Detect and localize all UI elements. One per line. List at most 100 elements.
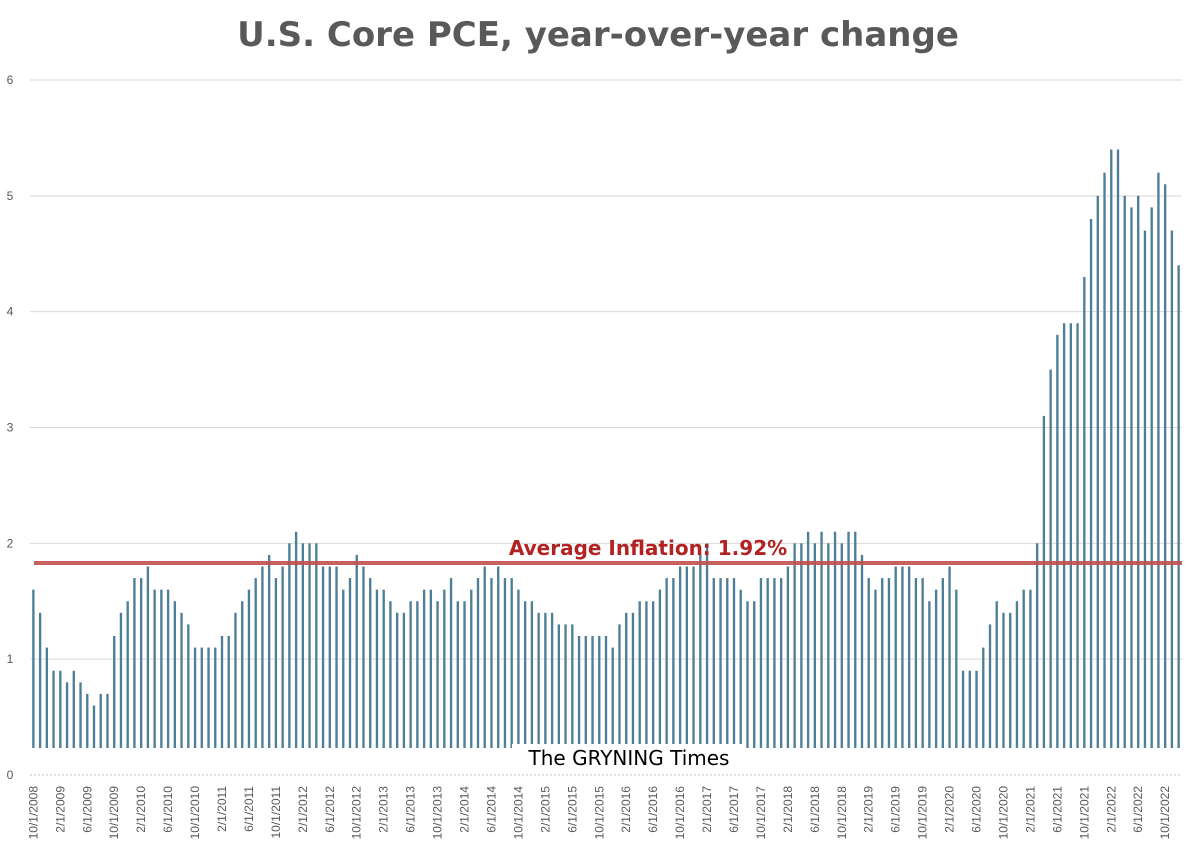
bar (874, 589, 877, 748)
bar (375, 589, 379, 748)
x-tick-label: 2/1/2013 (377, 786, 391, 833)
bar (746, 601, 749, 748)
y-tick-label: 5 (7, 189, 14, 203)
bar (92, 705, 96, 748)
bar (308, 543, 311, 748)
bar (99, 693, 102, 748)
bar (1157, 172, 1160, 748)
x-tick-label: 10/1/2012 (350, 786, 364, 840)
bar (395, 612, 399, 748)
bar (463, 601, 466, 748)
bar (651, 601, 655, 748)
bar (665, 578, 668, 748)
bar (254, 578, 257, 748)
bar (934, 589, 938, 748)
bar (234, 612, 237, 748)
bar (1163, 184, 1167, 748)
x-tick-label: 2/1/2010 (134, 786, 148, 833)
x-tick-label: 6/1/2009 (80, 786, 94, 833)
x-tick-label: 6/1/2020 (970, 786, 984, 833)
bar (591, 636, 594, 748)
bar (261, 566, 264, 748)
x-tick-label: 6/1/2019 (889, 786, 903, 833)
bar (1022, 589, 1025, 748)
bar (1137, 195, 1140, 749)
bar (416, 601, 419, 748)
y-tick-label: 4 (7, 305, 14, 319)
bar (38, 612, 42, 748)
bar (584, 636, 587, 748)
x-tick-label: 6/1/2015 (565, 786, 579, 833)
x-tick-label: 10/1/2021 (1077, 786, 1091, 840)
bar (470, 589, 473, 748)
bar (389, 601, 392, 748)
bar (894, 566, 897, 748)
bar (611, 647, 614, 748)
bar (315, 543, 318, 748)
bar (429, 589, 433, 748)
bar (294, 531, 298, 748)
bar (456, 601, 459, 748)
bar (1170, 230, 1174, 749)
bar (449, 578, 453, 748)
bar (732, 578, 736, 748)
bar (773, 578, 776, 748)
x-tick-label: 10/1/2022 (1158, 786, 1172, 840)
bar (52, 670, 55, 748)
bar (988, 624, 992, 748)
chart-title: U.S. Core PCE, year-over-year change (237, 15, 959, 55)
bar (544, 612, 547, 748)
bar (800, 543, 803, 748)
x-tick-label: 6/1/2014 (484, 786, 498, 833)
bar (564, 624, 567, 748)
bar (503, 578, 507, 748)
x-tick-label: 2/1/2022 (1104, 786, 1118, 833)
bar (631, 612, 635, 748)
bar (1110, 149, 1113, 748)
y-tick-label: 2 (7, 536, 14, 550)
bar (1096, 195, 1099, 749)
x-axis-ticks: 10/1/2008 2/1/2009 6/1/2009 10/1/2009 2/1/20… (26, 786, 1172, 840)
x-tick-label: 2/1/2012 (296, 786, 310, 833)
bar (153, 589, 156, 748)
x-tick-label: 10/1/2020 (996, 786, 1010, 840)
bar (827, 543, 830, 748)
bar (786, 566, 790, 748)
bar (207, 647, 210, 748)
bar (1035, 543, 1039, 748)
bar (779, 578, 783, 748)
bar (72, 670, 75, 748)
bar (968, 670, 971, 748)
bar (982, 647, 985, 748)
bar (402, 612, 406, 748)
x-tick-label: 2/1/2020 (943, 786, 957, 833)
bar (806, 531, 810, 748)
bar (328, 566, 331, 748)
bar (355, 554, 358, 748)
bar (914, 578, 918, 748)
bar (369, 578, 372, 748)
bar (618, 624, 621, 748)
bar (975, 670, 978, 748)
bar (955, 589, 958, 748)
bar (45, 647, 49, 748)
bar (948, 566, 951, 748)
bar (497, 566, 500, 748)
bar (699, 554, 702, 748)
x-tick-label: 10/1/2008 (26, 786, 40, 840)
bar (685, 566, 689, 748)
bar (1069, 323, 1073, 748)
bar (321, 566, 325, 748)
x-tick-label: 2/1/2019 (862, 786, 876, 833)
bar (79, 682, 82, 748)
bar (881, 578, 884, 748)
bar (436, 601, 439, 748)
x-tick-label: 10/1/2013 (431, 786, 445, 840)
bar (166, 589, 170, 748)
bar (840, 543, 843, 748)
bar (301, 543, 305, 748)
bar (1042, 415, 1046, 748)
x-tick-label: 10/1/2016 (673, 786, 687, 840)
bar (86, 693, 89, 748)
